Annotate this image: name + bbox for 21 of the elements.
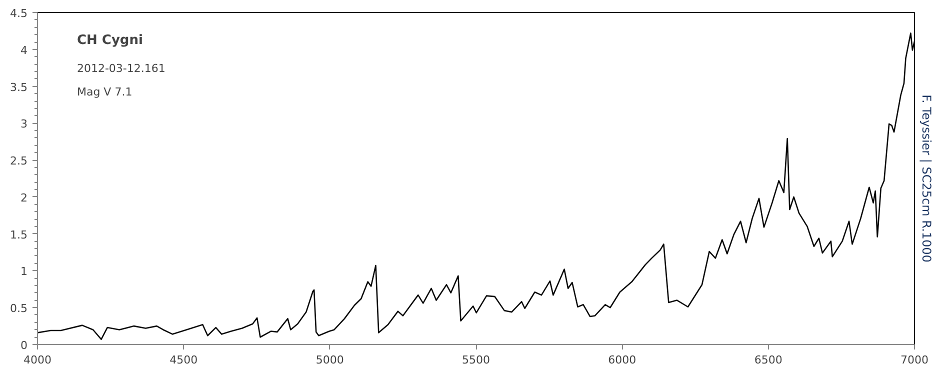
x-tick-label: 5500 <box>462 354 490 366</box>
x-tick-label: 6500 <box>754 354 782 366</box>
y-tick-label: 3 <box>20 118 28 131</box>
annotation: Mag V 7.1 <box>76 86 132 99</box>
y-tick-label: 0 <box>20 339 28 352</box>
y-tick-label: 4 <box>20 44 28 57</box>
x-tick-label: 4000 <box>24 354 52 366</box>
y-tick-label: 3.5 <box>10 80 28 94</box>
text: F. Teyssier | SC25cm R.1000 <box>920 94 934 262</box>
y-tick-label: 0.5 <box>10 302 28 316</box>
x-tick-label: 5000 <box>316 354 344 366</box>
y-tick-label: 2 <box>20 191 28 204</box>
text: 2012-03-12.161 <box>76 62 166 75</box>
y-tick-label: 2.5 <box>10 154 28 168</box>
y-tick-label: 4.5 <box>10 7 28 20</box>
x-tick-label: 4500 <box>170 354 198 366</box>
x-tick-label: 6000 <box>608 354 636 366</box>
y-tick-label: 1.5 <box>10 228 28 242</box>
x-tick-label: 7000 <box>900 354 929 366</box>
text: CH Cygni <box>76 33 143 48</box>
y-tick-label: 1 <box>20 265 28 278</box>
